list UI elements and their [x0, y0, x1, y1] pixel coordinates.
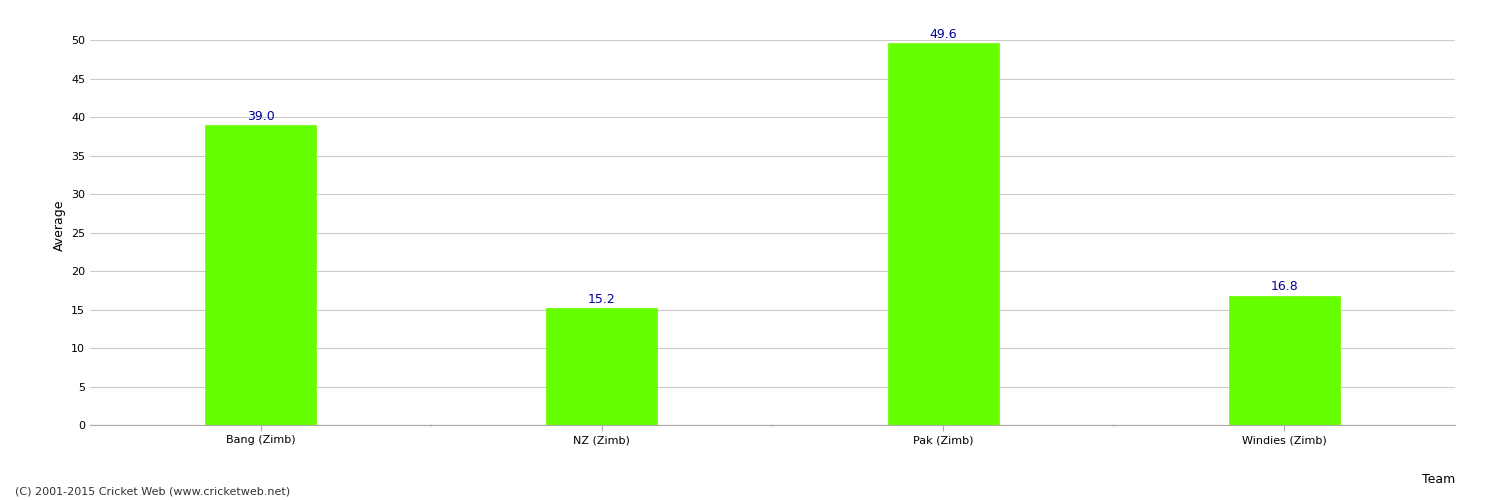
Text: 39.0: 39.0 — [246, 110, 274, 122]
Text: 49.6: 49.6 — [930, 28, 957, 41]
Bar — [546, 308, 657, 425]
Text: (C) 2001-2015 Cricket Web (www.cricketweb.net): (C) 2001-2015 Cricket Web (www.cricketwe… — [15, 487, 290, 497]
Text: 15.2: 15.2 — [588, 293, 615, 306]
Y-axis label: Average: Average — [53, 199, 66, 251]
Bar — [1228, 296, 1340, 425]
Text: Team: Team — [1422, 473, 1455, 486]
Text: 16.8: 16.8 — [1270, 280, 1298, 293]
Bar — [206, 125, 316, 425]
Bar — [888, 44, 999, 425]
